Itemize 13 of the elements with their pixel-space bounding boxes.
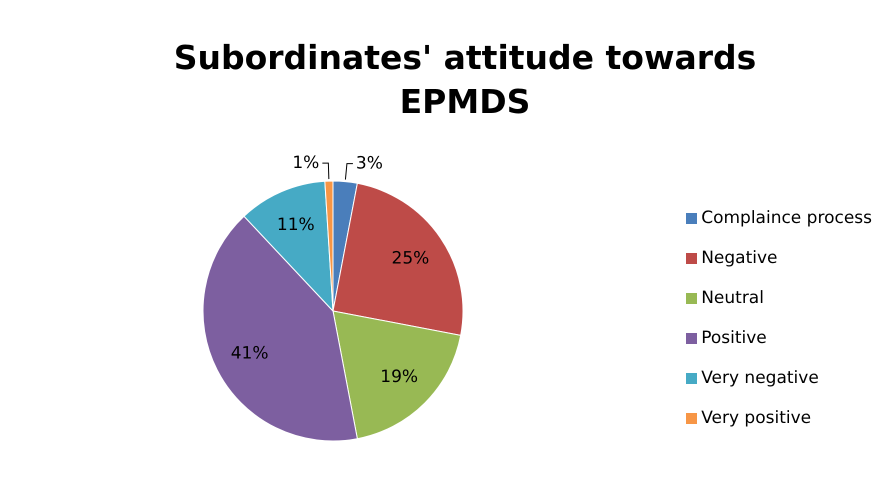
legend-label: Positive xyxy=(701,328,767,348)
data-label: 11% xyxy=(276,215,315,236)
data-label: 1% xyxy=(292,153,320,174)
chart-title: Subordinates' attitude towards EPMDS xyxy=(172,37,758,123)
data-label: 41% xyxy=(230,343,268,364)
data-label: 3% xyxy=(356,154,383,174)
data-label: 19% xyxy=(380,367,418,388)
legend-label: Very positive xyxy=(701,408,812,428)
data-label: 25% xyxy=(392,248,430,268)
legend-label: Complaince process xyxy=(701,208,872,228)
legend-label: Neutral xyxy=(701,288,764,308)
legend-label: Negative xyxy=(701,248,778,268)
legend-label: Very negative xyxy=(701,368,819,388)
